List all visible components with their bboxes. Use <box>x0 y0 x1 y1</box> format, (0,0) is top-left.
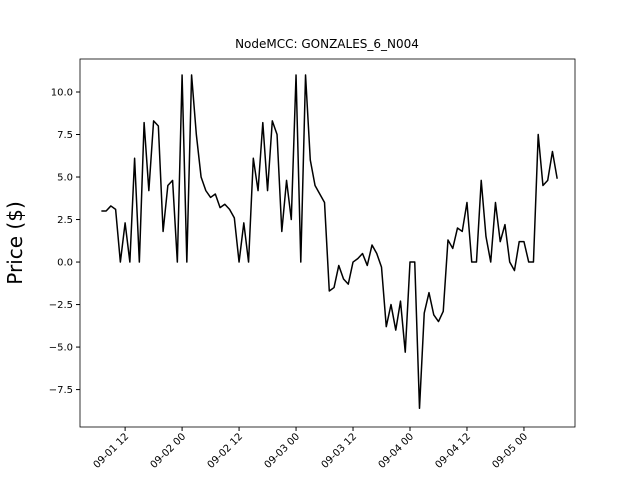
y-tick-label: −7.5 <box>49 385 73 396</box>
y-tick-label: 7.5 <box>57 130 73 141</box>
y-axis-label: Price ($) <box>3 201 27 284</box>
y-tick-label: 10.0 <box>51 87 73 98</box>
y-tick-label: 0.0 <box>57 258 73 269</box>
y-tick-label: 5.0 <box>57 173 73 184</box>
y-tick-label: −2.5 <box>49 300 73 311</box>
axes-frame <box>79 58 576 428</box>
price-line <box>101 74 558 410</box>
y-tick-label: −5.0 <box>49 343 73 354</box>
y-tick-label: 2.5 <box>57 215 73 226</box>
chart-title: NodeMCC: GONZALES_6_N004 <box>235 37 419 51</box>
